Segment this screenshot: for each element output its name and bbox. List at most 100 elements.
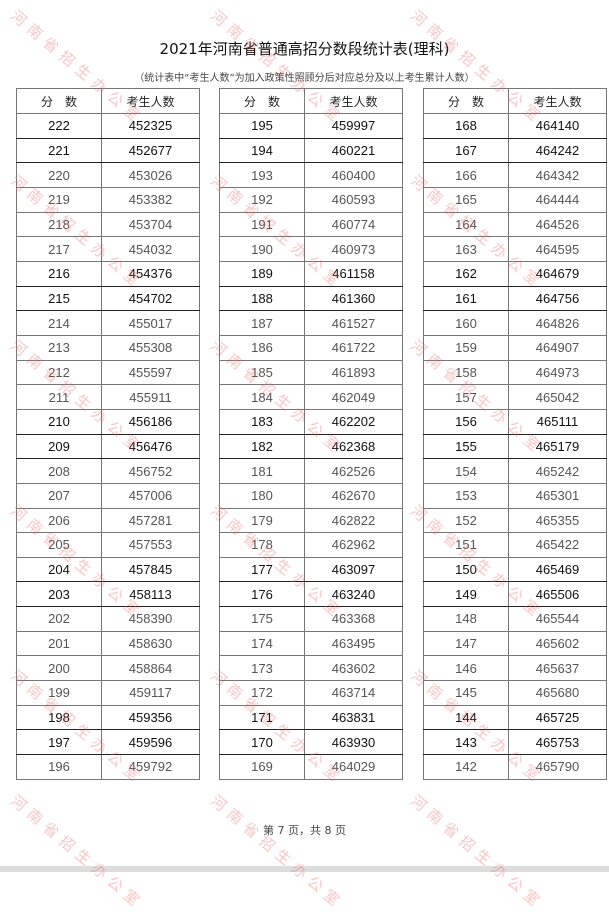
count-cell: 465469: [508, 556, 607, 583]
score-cell: 215: [16, 285, 102, 312]
page-subtitle: （统计表中“考生人数”为加入政策性照顾分后对应总分及以上考生累计人数）: [134, 73, 475, 84]
table-row: 204 457845: [16, 556, 200, 583]
count-cell: 460221: [304, 137, 403, 164]
count-cell: 465680: [508, 680, 607, 706]
count-cell: 462368: [304, 433, 403, 460]
score-cell: 209: [16, 433, 102, 460]
score-cell: 150: [423, 556, 509, 583]
score-cell: 211: [16, 384, 102, 410]
score-cell: 153: [423, 482, 509, 509]
score-cell: 166: [423, 162, 509, 188]
table-row: 166 464342: [423, 162, 607, 188]
table-row: 145 465680: [423, 680, 607, 706]
score-cell: 177: [219, 556, 305, 583]
score-table-2: 分 数考生人数 195 459997 194 460221 193 460400 192 460…: [219, 88, 403, 780]
score-cell: 169: [219, 754, 305, 780]
table-row: 142 465790: [423, 754, 607, 780]
count-cell: 464342: [508, 162, 607, 188]
count-cell: 465355: [508, 507, 607, 534]
count-cell: 459117: [101, 680, 200, 706]
count-cell: 462822: [304, 507, 403, 534]
table-row: 210 456186: [16, 408, 200, 435]
table-row: 149 465506: [423, 581, 607, 608]
count-cell: 458630: [101, 630, 200, 657]
count-cell: 462526: [304, 458, 403, 484]
score-cell: 144: [423, 704, 509, 731]
count-cell: 453704: [101, 211, 200, 238]
count-cell: 465042: [508, 384, 607, 410]
score-cell: 161: [423, 285, 509, 312]
table-row: 205 457553: [16, 532, 200, 558]
score-cell: 164: [423, 211, 509, 238]
score-cell: 205: [16, 532, 102, 558]
score-cell: 214: [16, 310, 102, 336]
count-cell: 459596: [101, 729, 200, 756]
count-cell: 453026: [101, 162, 200, 188]
count-cell: 457845: [101, 556, 200, 583]
count-cell: 461158: [304, 260, 403, 287]
score-cell: 219: [16, 186, 102, 213]
score-cell: 210: [16, 408, 102, 435]
table-row: 187 461527: [219, 310, 403, 336]
table-row: 162 464679: [423, 260, 607, 287]
score-cell: 221: [16, 137, 102, 164]
score-cell: 168: [423, 113, 509, 139]
table-row: 177 463097: [219, 556, 403, 583]
score-cell: 173: [219, 655, 305, 682]
table-row: 195 459997: [219, 113, 403, 139]
score-cell: 193: [219, 162, 305, 188]
table-row: 207 457006: [16, 482, 200, 509]
score-cell: 195: [219, 113, 305, 139]
table-row: 212 455597: [16, 359, 200, 386]
header-score: 分 数: [423, 88, 509, 114]
count-cell: 465602: [508, 630, 607, 657]
count-cell: 456476: [101, 433, 200, 460]
count-cell: 463831: [304, 704, 403, 731]
score-cell: 192: [219, 186, 305, 213]
table-row: 155 465179: [423, 433, 607, 460]
count-cell: 459356: [101, 704, 200, 731]
score-cell: 199: [16, 680, 102, 706]
table-row: 156 465111: [423, 408, 607, 435]
table-row: 208 456752: [16, 458, 200, 484]
count-cell: 455017: [101, 310, 200, 336]
count-cell: 452325: [101, 113, 200, 139]
table-row: 186 461722: [219, 334, 403, 361]
table-row: 220 453026: [16, 162, 200, 188]
count-cell: 460400: [304, 162, 403, 188]
page-title: 2021年河南省普通高招分数段统计表(理科): [159, 40, 450, 58]
table-row: 188 461360: [219, 285, 403, 312]
count-cell: 460593: [304, 186, 403, 213]
table-row: 153 465301: [423, 482, 607, 509]
table-row: 206 457281: [16, 507, 200, 534]
score-cell: 220: [16, 162, 102, 188]
table-row: 170 463930: [219, 729, 403, 756]
table-row: 167 464242: [423, 137, 607, 164]
count-cell: 464679: [508, 260, 607, 287]
count-cell: 463495: [304, 630, 403, 657]
count-cell: 465111: [508, 408, 607, 435]
count-cell: 464756: [508, 285, 607, 312]
count-cell: 463368: [304, 606, 403, 632]
count-cell: 465725: [508, 704, 607, 731]
table-row: 216 454376: [16, 260, 200, 287]
count-cell: 454032: [101, 236, 200, 262]
score-cell: 178: [219, 532, 305, 558]
score-cell: 180: [219, 482, 305, 509]
score-cell: 145: [423, 680, 509, 706]
count-cell: 462202: [304, 408, 403, 435]
table-row: 143 465753: [423, 729, 607, 756]
table-row: 192 460593: [219, 186, 403, 213]
table-row: 158 464973: [423, 359, 607, 386]
table-row: 202 458390: [16, 606, 200, 632]
count-cell: 457281: [101, 507, 200, 534]
table-row: 218 453704: [16, 211, 200, 238]
count-cell: 453382: [101, 186, 200, 213]
score-cell: 186: [219, 334, 305, 361]
table-row: 164 464526: [423, 211, 607, 238]
count-cell: 465179: [508, 433, 607, 460]
score-cell: 189: [219, 260, 305, 287]
watermark: 河南省招生办公室: [407, 791, 548, 914]
table-row: 180 462670: [219, 482, 403, 509]
table-row: 144 465725: [423, 704, 607, 731]
